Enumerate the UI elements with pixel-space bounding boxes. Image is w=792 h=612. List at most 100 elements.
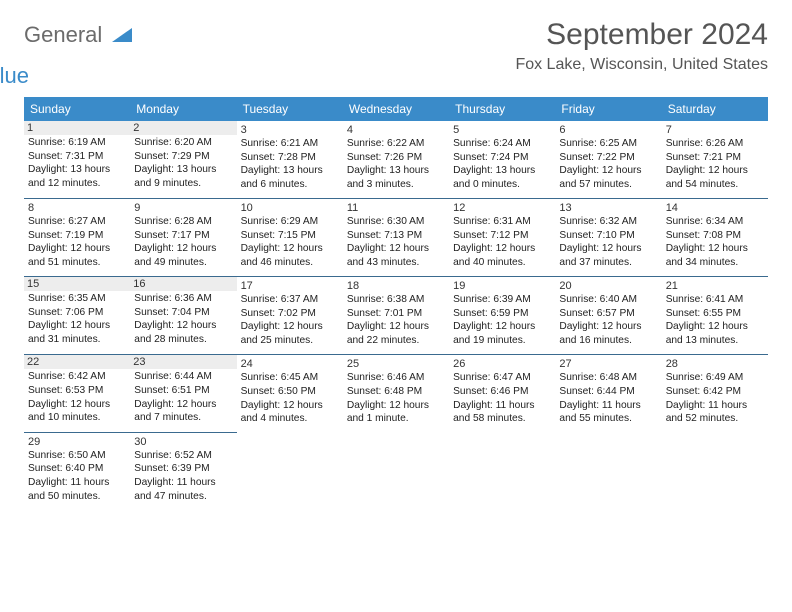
day-number: 23 (130, 355, 236, 369)
calendar-week-row: 15Sunrise: 6:35 AMSunset: 7:06 PMDayligh… (24, 276, 768, 354)
sunset-line: Sunset: 6:50 PM (241, 385, 339, 399)
daylight-line: Daylight: 11 hours and 55 minutes. (559, 399, 657, 427)
day-info: Sunrise: 6:45 AMSunset: 6:50 PMDaylight:… (241, 371, 339, 426)
day-number: 3 (241, 124, 339, 136)
sunset-line: Sunset: 6:48 PM (347, 385, 445, 399)
daylight-line: Daylight: 13 hours and 6 minutes. (241, 164, 339, 192)
daylight-line: Daylight: 11 hours and 52 minutes. (666, 399, 764, 427)
daylight-line: Daylight: 12 hours and 31 minutes. (28, 319, 126, 347)
daylight-line: Daylight: 12 hours and 22 minutes. (347, 320, 445, 348)
logo: General Blue (24, 18, 132, 87)
daylight-line: Daylight: 11 hours and 50 minutes. (28, 476, 126, 504)
day-number: 26 (453, 358, 551, 370)
sunrise-line: Sunrise: 6:34 AM (666, 215, 764, 229)
day-info: Sunrise: 6:37 AMSunset: 7:02 PMDaylight:… (241, 293, 339, 348)
sunset-line: Sunset: 7:24 PM (453, 151, 551, 165)
day-number: 28 (666, 358, 764, 370)
daylight-line: Daylight: 13 hours and 12 minutes. (28, 163, 126, 191)
calendar-day-cell: 13Sunrise: 6:32 AMSunset: 7:10 PMDayligh… (555, 198, 661, 276)
calendar-day-cell: 5Sunrise: 6:24 AMSunset: 7:24 PMDaylight… (449, 121, 555, 199)
sunset-line: Sunset: 7:02 PM (241, 307, 339, 321)
sunrise-line: Sunrise: 6:47 AM (453, 371, 551, 385)
daylight-line: Daylight: 12 hours and 28 minutes. (134, 319, 232, 347)
calendar-page: General Blue September 2024 Fox Lake, Wi… (0, 0, 792, 520)
day-number: 18 (347, 280, 445, 292)
sunrise-line: Sunrise: 6:37 AM (241, 293, 339, 307)
location-subtitle: Fox Lake, Wisconsin, United States (515, 56, 768, 74)
day-info: Sunrise: 6:38 AMSunset: 7:01 PMDaylight:… (347, 293, 445, 348)
calendar-day-cell: 23Sunrise: 6:44 AMSunset: 6:51 PMDayligh… (130, 354, 236, 432)
sunset-line: Sunset: 7:12 PM (453, 229, 551, 243)
sunset-line: Sunset: 6:42 PM (666, 385, 764, 399)
calendar-week-row: 1Sunrise: 6:19 AMSunset: 7:31 PMDaylight… (24, 121, 768, 199)
sunrise-line: Sunrise: 6:38 AM (347, 293, 445, 307)
sunset-line: Sunset: 6:51 PM (134, 384, 232, 398)
day-info: Sunrise: 6:22 AMSunset: 7:26 PMDaylight:… (347, 137, 445, 192)
daylight-line: Daylight: 12 hours and 19 minutes. (453, 320, 551, 348)
calendar-day-cell: 27Sunrise: 6:48 AMSunset: 6:44 PMDayligh… (555, 354, 661, 432)
sunrise-line: Sunrise: 6:27 AM (28, 215, 126, 229)
daylight-line: Daylight: 13 hours and 3 minutes. (347, 164, 445, 192)
sunrise-line: Sunrise: 6:28 AM (134, 215, 232, 229)
calendar-day-cell: 15Sunrise: 6:35 AMSunset: 7:06 PMDayligh… (24, 276, 130, 354)
day-info: Sunrise: 6:49 AMSunset: 6:42 PMDaylight:… (666, 371, 764, 426)
calendar-day-cell: 14Sunrise: 6:34 AMSunset: 7:08 PMDayligh… (662, 198, 768, 276)
day-number: 8 (28, 202, 126, 214)
calendar-day-cell: 3Sunrise: 6:21 AMSunset: 7:28 PMDaylight… (237, 121, 343, 199)
sunrise-line: Sunrise: 6:26 AM (666, 137, 764, 151)
sunset-line: Sunset: 6:44 PM (559, 385, 657, 399)
calendar-day-cell (343, 432, 449, 510)
daylight-line: Daylight: 12 hours and 34 minutes. (666, 242, 764, 270)
sunrise-line: Sunrise: 6:32 AM (559, 215, 657, 229)
sunrise-line: Sunrise: 6:44 AM (134, 370, 232, 384)
calendar-day-cell: 16Sunrise: 6:36 AMSunset: 7:04 PMDayligh… (130, 276, 236, 354)
calendar-day-cell: 10Sunrise: 6:29 AMSunset: 7:15 PMDayligh… (237, 198, 343, 276)
day-header: Wednesday (343, 97, 449, 121)
sunrise-line: Sunrise: 6:48 AM (559, 371, 657, 385)
sunrise-line: Sunrise: 6:29 AM (241, 215, 339, 229)
day-info: Sunrise: 6:24 AMSunset: 7:24 PMDaylight:… (453, 137, 551, 192)
calendar-day-cell: 21Sunrise: 6:41 AMSunset: 6:55 PMDayligh… (662, 276, 768, 354)
daylight-line: Daylight: 12 hours and 54 minutes. (666, 164, 764, 192)
sunrise-line: Sunrise: 6:52 AM (134, 449, 232, 463)
logo-word-1: General (24, 22, 102, 47)
day-info: Sunrise: 6:21 AMSunset: 7:28 PMDaylight:… (241, 137, 339, 192)
day-info: Sunrise: 6:52 AMSunset: 6:39 PMDaylight:… (134, 449, 232, 504)
sunset-line: Sunset: 7:19 PM (28, 229, 126, 243)
day-header-row: Sunday Monday Tuesday Wednesday Thursday… (24, 97, 768, 121)
calendar-day-cell: 20Sunrise: 6:40 AMSunset: 6:57 PMDayligh… (555, 276, 661, 354)
calendar-day-cell (237, 432, 343, 510)
sunrise-line: Sunrise: 6:49 AM (666, 371, 764, 385)
day-number: 4 (347, 124, 445, 136)
sunset-line: Sunset: 7:01 PM (347, 307, 445, 321)
daylight-line: Daylight: 12 hours and 25 minutes. (241, 320, 339, 348)
day-header: Saturday (662, 97, 768, 121)
daylight-line: Daylight: 11 hours and 58 minutes. (453, 399, 551, 427)
calendar-day-cell: 26Sunrise: 6:47 AMSunset: 6:46 PMDayligh… (449, 354, 555, 432)
calendar-day-cell: 24Sunrise: 6:45 AMSunset: 6:50 PMDayligh… (237, 354, 343, 432)
calendar-week-row: 29Sunrise: 6:50 AMSunset: 6:40 PMDayligh… (24, 432, 768, 510)
sunset-line: Sunset: 7:22 PM (559, 151, 657, 165)
sunrise-line: Sunrise: 6:25 AM (559, 137, 657, 151)
calendar-day-cell: 25Sunrise: 6:46 AMSunset: 6:48 PMDayligh… (343, 354, 449, 432)
day-number: 12 (453, 202, 551, 214)
sunrise-line: Sunrise: 6:22 AM (347, 137, 445, 151)
day-number: 2 (130, 121, 236, 135)
daylight-line: Daylight: 12 hours and 46 minutes. (241, 242, 339, 270)
logo-word-2: Blue (0, 66, 29, 87)
day-info: Sunrise: 6:28 AMSunset: 7:17 PMDaylight:… (134, 215, 232, 270)
sunrise-line: Sunrise: 6:45 AM (241, 371, 339, 385)
calendar-table: Sunday Monday Tuesday Wednesday Thursday… (24, 97, 768, 510)
day-info: Sunrise: 6:42 AMSunset: 6:53 PMDaylight:… (28, 370, 126, 425)
page-header: General Blue September 2024 Fox Lake, Wi… (24, 18, 768, 87)
daylight-line: Daylight: 12 hours and 49 minutes. (134, 242, 232, 270)
sunset-line: Sunset: 6:40 PM (28, 462, 126, 476)
sunset-line: Sunset: 6:46 PM (453, 385, 551, 399)
sunrise-line: Sunrise: 6:30 AM (347, 215, 445, 229)
day-info: Sunrise: 6:35 AMSunset: 7:06 PMDaylight:… (28, 292, 126, 347)
calendar-day-cell: 8Sunrise: 6:27 AMSunset: 7:19 PMDaylight… (24, 198, 130, 276)
day-number: 14 (666, 202, 764, 214)
calendar-day-cell: 6Sunrise: 6:25 AMSunset: 7:22 PMDaylight… (555, 121, 661, 199)
day-number: 29 (28, 436, 126, 448)
sunrise-line: Sunrise: 6:41 AM (666, 293, 764, 307)
